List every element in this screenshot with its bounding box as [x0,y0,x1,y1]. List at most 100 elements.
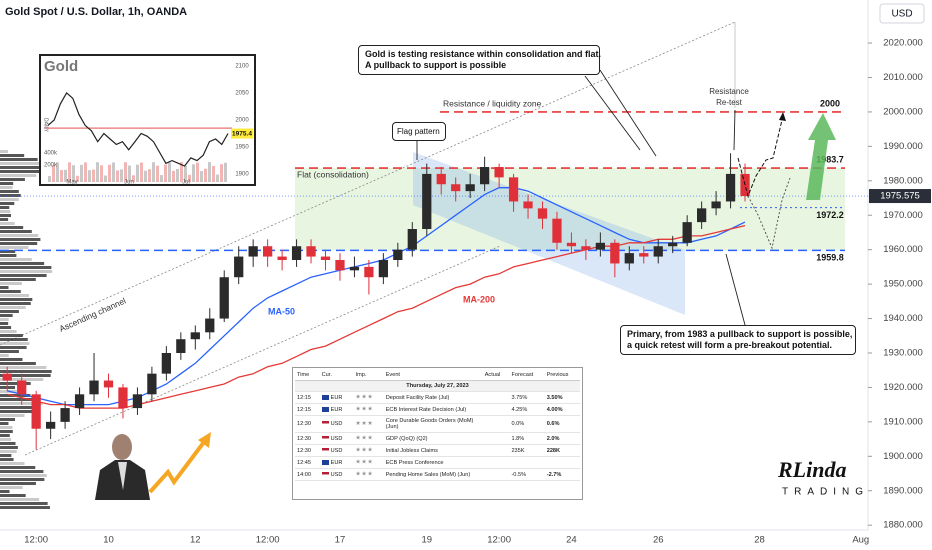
inset-volume [220,164,223,182]
candle-body [291,246,302,261]
currency-box[interactable] [879,3,925,24]
calendar-event: ECB Press Conference [383,456,483,469]
candle-body [653,246,663,257]
currency: USD [330,447,343,454]
volume-profile [0,418,16,421]
y-tick-label: 1990.000 [883,141,923,152]
calendar-currency: EUR [319,456,354,469]
pointer [599,69,657,157]
candle-body [595,242,605,250]
volume-profile [0,242,38,245]
inset-frame [39,54,256,186]
calendar-event: Core Durable Goods Orders (MoM) (Jun) [383,415,483,433]
candle-body [451,184,461,192]
y-tick-label: 1950.000 [883,279,923,290]
volume-profile [0,306,26,309]
volume-profile [0,326,12,329]
volume-profile [0,454,12,457]
level-label: 1959.8 [816,253,844,263]
flag-icon [321,394,329,400]
y-tick-label: 1910.000 [883,416,923,427]
volume-profile [0,154,25,157]
calendar-previous: 2.0% [544,432,580,445]
volume-profile [0,346,27,349]
volume-profile [0,482,36,485]
importance-star [361,459,367,464]
inset-volume [176,168,179,182]
candle-body [161,352,171,374]
volume-profile [0,266,52,269]
volume-profile [0,466,36,469]
annotation: Resistance / liquidity zone [443,98,542,108]
importance-star [355,420,361,426]
volume-profile [0,438,11,441]
calendar-forecast: 0.0% [509,415,545,433]
candle-body [306,246,316,257]
importance-star [367,447,373,452]
flag-icon [321,459,329,465]
candle-body [508,177,519,202]
calendar-row: 12:45 EUR ECB Press Conference [295,456,580,469]
importance-star [361,471,367,476]
volume-profile [0,366,47,369]
inset-price-tag [231,128,253,139]
inset-price [47,91,229,167]
calendar-importance [353,415,384,433]
candle-body [234,256,244,278]
calendar-head-cell: Cur. [319,370,354,381]
candle-body [74,394,85,409]
volume-profile [0,490,10,493]
inset-month: Jun [124,180,134,186]
inset-volume [64,169,67,182]
importance-star [355,394,361,399]
x-tick-label: 12:00 [256,535,280,546]
inset-side-label: DAILY [43,118,49,133]
calendar-row: 12:15 EUR Deposit Facility Rate (Jul) 3.75%… [295,391,580,404]
logo: TRADING [782,487,869,498]
x-tick-label: Aug [852,535,869,546]
y-tick-label: 1900.000 [883,451,923,462]
flag-icon [321,435,329,441]
y-tick-label: 2020.000 [883,38,923,49]
volume-profile [0,362,36,365]
volume-profile [0,254,17,257]
volume-profile [0,214,12,217]
volume-profile [0,430,13,433]
volume-profile [0,338,28,341]
y-tick-label: 1970.000 [883,210,923,221]
calendar-forecast: 4.25% [509,403,545,416]
x-tick-label: 24 [566,535,577,546]
volume-profile [0,182,14,185]
annotation: Re-test [716,98,743,107]
candle-body [31,394,41,429]
volume-profile [0,502,48,505]
candle-body [335,260,345,271]
callout-line: Primary, from 1983 a pullback to support… [627,329,853,339]
importance-star [355,406,361,411]
calendar-currency: USD [319,468,354,481]
candle-body [436,173,446,185]
inset-volume [140,162,143,182]
volume-profile [0,234,39,237]
inset-volume [60,170,63,182]
volume-profile [0,342,30,345]
volume-profile [0,358,23,361]
green-arrow [806,113,836,200]
flag-zone [413,152,685,315]
calendar-row: 12:30 USD Initial Jobless Claims 235K 228K [295,444,580,457]
ma-label: MA-200 [463,294,495,304]
volume-profile [0,498,40,501]
candle-body [132,394,143,409]
importance-star [367,420,373,426]
inset-tick: 2000 [235,118,249,124]
candle-body [465,184,475,192]
price-axis-bg [868,0,932,550]
volume-profile [0,198,19,201]
calendar-currency: EUR [319,391,354,404]
importance-star [361,435,367,440]
candle-body [711,201,721,209]
calendar-row: 12:30 USD Core Durable Goods Orders (MoM) … [295,415,580,433]
callout-line: a quick retest will form a pre-breakout … [627,340,833,350]
currency[interactable]: USD [891,9,912,20]
